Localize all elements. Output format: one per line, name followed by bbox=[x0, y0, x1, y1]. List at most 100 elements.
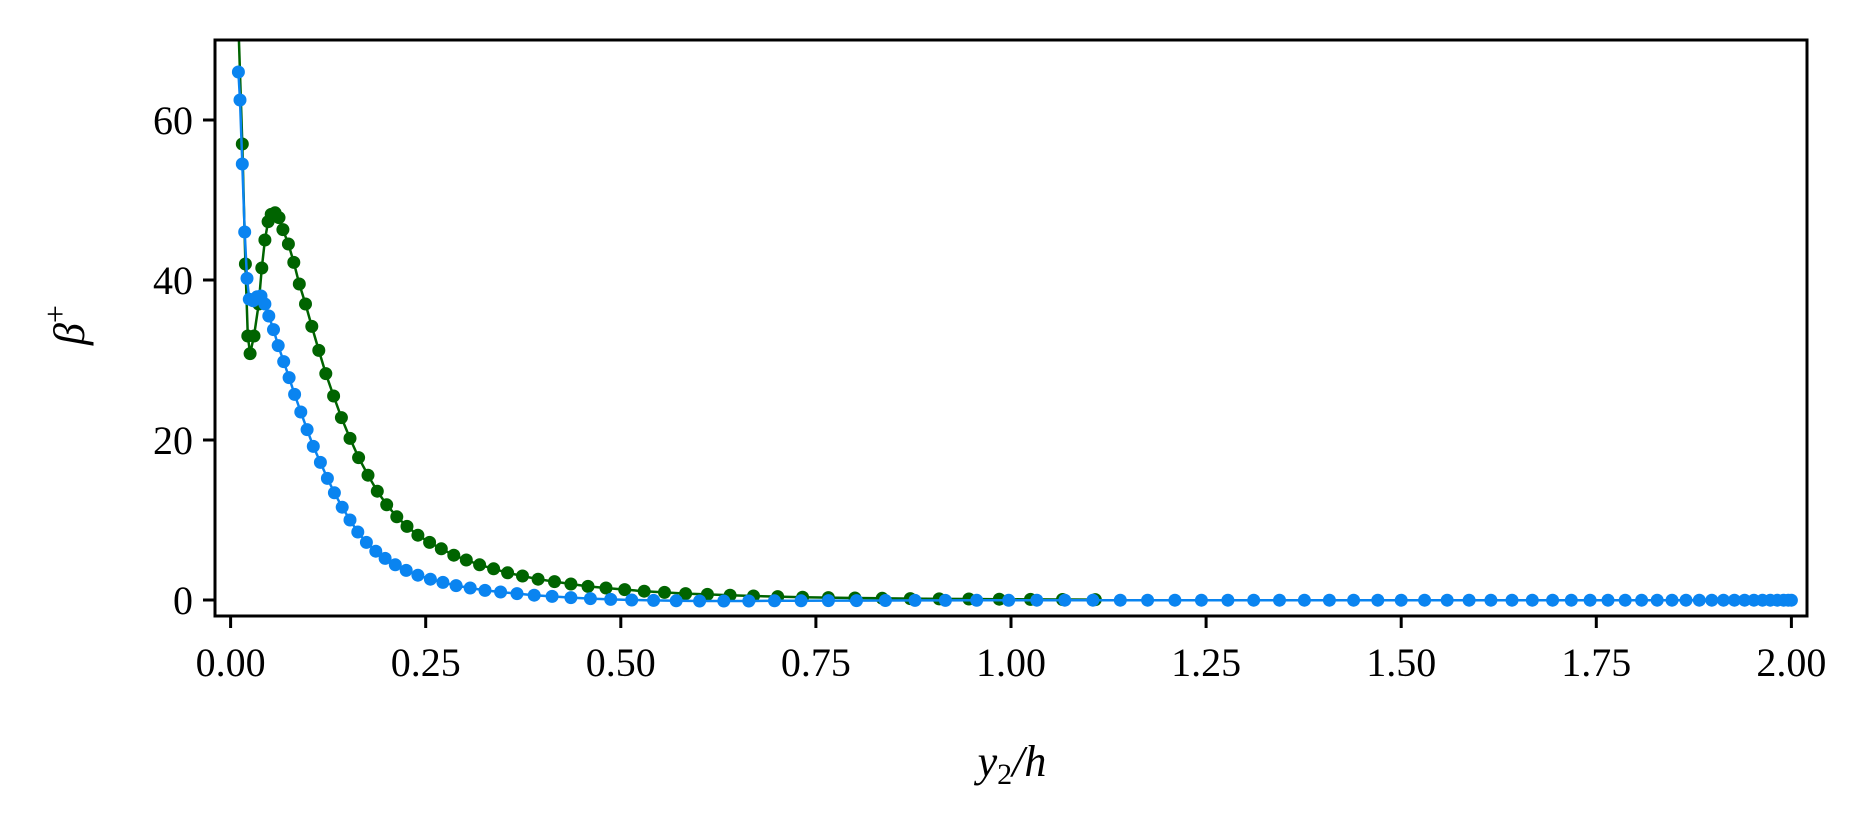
x-tick-label: 2.00 bbox=[1756, 640, 1826, 685]
series-1-point bbox=[447, 548, 461, 562]
series-2-point bbox=[288, 387, 302, 401]
series-2-point bbox=[1221, 593, 1235, 607]
series-2-point bbox=[369, 544, 383, 558]
series-1-point bbox=[599, 581, 613, 595]
series-2-point bbox=[388, 558, 402, 572]
series-1-point bbox=[361, 468, 375, 482]
x-axis-label-y: y bbox=[974, 737, 998, 786]
series-1-point bbox=[473, 558, 487, 572]
series-1-point bbox=[247, 329, 261, 343]
x-tick-label: 1.50 bbox=[1366, 640, 1436, 685]
series-2-point bbox=[1583, 593, 1597, 607]
series-2-point bbox=[850, 594, 863, 608]
series-2-point bbox=[282, 371, 296, 385]
series-1-point bbox=[312, 343, 326, 357]
series-1-point bbox=[501, 566, 515, 580]
series-2-point bbox=[1297, 593, 1311, 607]
series-2-point bbox=[300, 423, 314, 437]
series-1-point bbox=[334, 411, 348, 425]
series-1-point bbox=[305, 319, 319, 333]
series-2-point bbox=[938, 593, 952, 607]
series-1-point bbox=[637, 584, 651, 598]
series-2-point bbox=[378, 551, 392, 565]
series-2 bbox=[231, 65, 1798, 608]
y-axis: 0 20 40 60 bbox=[153, 98, 215, 623]
series-2-point bbox=[717, 594, 731, 608]
series-2-point bbox=[463, 581, 477, 595]
series-2-point bbox=[1727, 593, 1741, 607]
series-2-point bbox=[306, 439, 320, 453]
series-2-point bbox=[238, 225, 252, 239]
series-2-point bbox=[1194, 593, 1208, 607]
series-2-point bbox=[1030, 593, 1044, 607]
series-2-point bbox=[1692, 593, 1706, 607]
series-1-point bbox=[380, 498, 394, 512]
series-2-point bbox=[1371, 593, 1385, 607]
series-2-point bbox=[449, 579, 463, 593]
series-2-point bbox=[478, 583, 492, 597]
series-2-point bbox=[411, 568, 425, 582]
x-tick-label: 1.25 bbox=[1171, 640, 1241, 685]
series-1-point bbox=[299, 297, 312, 311]
series-2-point bbox=[669, 594, 683, 608]
y-axis-title: β+ bbox=[37, 305, 94, 346]
series-2-point bbox=[1086, 593, 1100, 607]
series-1-point bbox=[581, 579, 595, 593]
series-2-point bbox=[545, 589, 559, 603]
series-2-point bbox=[231, 65, 245, 79]
series-2-point bbox=[583, 592, 597, 606]
series-2-point bbox=[423, 572, 437, 586]
y-axis-label-superscript: + bbox=[37, 305, 73, 323]
series-1-point bbox=[255, 261, 269, 275]
series-2-point bbox=[313, 455, 327, 469]
series-2-point bbox=[527, 588, 541, 602]
series-2-point bbox=[1058, 593, 1072, 607]
series-1-point bbox=[618, 583, 632, 597]
series-1-point bbox=[516, 569, 529, 583]
x-axis-label-subscript: 2 bbox=[997, 758, 1012, 791]
series-2-point bbox=[647, 593, 661, 607]
series-1-point bbox=[434, 542, 448, 556]
series-1-point bbox=[327, 389, 341, 403]
x-tick-label: 1.75 bbox=[1561, 640, 1631, 685]
series-2-point bbox=[359, 535, 373, 549]
x-tick-label: 0.75 bbox=[781, 640, 851, 685]
series-1-point bbox=[679, 587, 693, 601]
series-1-point bbox=[292, 277, 306, 291]
series-2-point bbox=[821, 594, 835, 608]
y-axis-label: β+ bbox=[37, 305, 94, 346]
series-2-point bbox=[1113, 593, 1127, 607]
series-2-point bbox=[1418, 593, 1432, 607]
series-2-point bbox=[320, 471, 334, 485]
series-1-point bbox=[548, 575, 561, 589]
series-2-point bbox=[510, 587, 524, 601]
series-2-point bbox=[1002, 593, 1016, 607]
series-2-point bbox=[1505, 593, 1519, 607]
series-2-point bbox=[1705, 593, 1719, 607]
series-2-point bbox=[436, 575, 450, 589]
series-2-point bbox=[693, 594, 707, 608]
series-2-point bbox=[1394, 593, 1408, 607]
y-tick-label: 20 bbox=[153, 418, 193, 463]
series-2-point bbox=[267, 323, 280, 337]
series-2-point bbox=[327, 486, 341, 500]
series-1-point bbox=[287, 255, 301, 269]
series-1-point bbox=[400, 519, 414, 533]
series-1-point bbox=[459, 553, 473, 567]
y-tick-label: 60 bbox=[153, 98, 193, 143]
series-2-point bbox=[1141, 593, 1155, 607]
series-2-point bbox=[1679, 593, 1693, 607]
series-2-point bbox=[970, 593, 984, 607]
series-2-point bbox=[262, 309, 276, 323]
series-2-point bbox=[1601, 593, 1615, 607]
series-2-point bbox=[1347, 593, 1361, 607]
series-2-point bbox=[1168, 593, 1182, 607]
series-2-point bbox=[351, 525, 365, 539]
series-2-point bbox=[335, 500, 349, 514]
x-tick-label: 1.00 bbox=[976, 640, 1046, 685]
series-2-point bbox=[1440, 593, 1454, 607]
series-2-point bbox=[258, 297, 272, 311]
series-1-point bbox=[319, 367, 333, 381]
